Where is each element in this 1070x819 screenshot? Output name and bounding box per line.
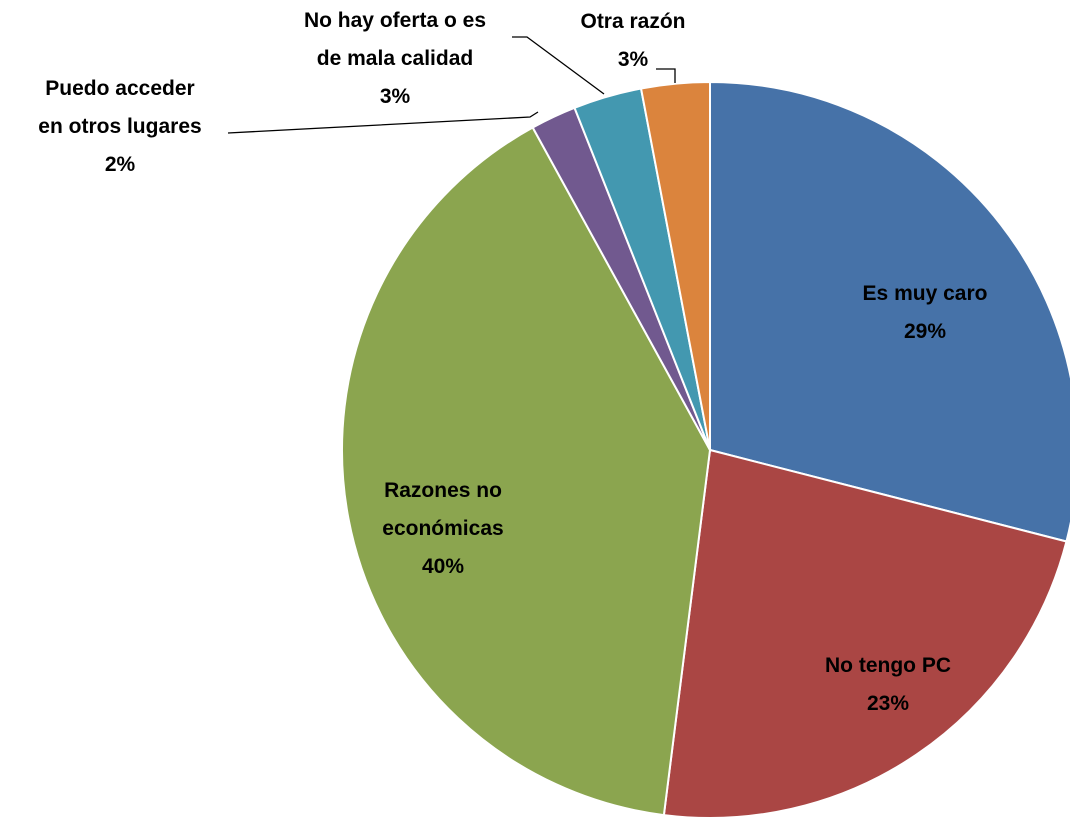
leader-line	[512, 36, 605, 95]
pie-slice	[639, 80, 711, 451]
data-label: Otra razón 3%	[580, 3, 685, 79]
leader-line	[227, 111, 539, 134]
category-label: Razones no económicas	[382, 479, 504, 540]
category-label: No tengo PC	[825, 654, 951, 677]
pie-slice	[341, 126, 712, 817]
pie	[341, 80, 1070, 819]
category-label: Puedo acceder en otros lugares	[38, 77, 202, 138]
category-label: Otra razón	[580, 10, 686, 33]
category-label: Es muy caro	[862, 282, 988, 305]
pie-slice	[709, 80, 1070, 543]
value-label: 29%	[903, 320, 947, 343]
value-label: 3%	[617, 48, 649, 71]
data-label: No tengo PC 23%	[825, 647, 951, 723]
data-label: No hay oferta o es de mala calidad 3%	[270, 2, 520, 116]
value-label: 23%	[866, 692, 910, 715]
data-label: Razones no económicas 40%	[343, 472, 543, 586]
leader-line	[656, 68, 676, 83]
value-label: 3%	[379, 85, 411, 108]
value-label: 2%	[104, 153, 136, 176]
value-label: 40%	[421, 555, 465, 578]
data-label: Es muy caro 29%	[863, 275, 988, 351]
data-label: Puedo acceder en otros lugares 2%	[0, 70, 240, 184]
category-label: No hay oferta o es de mala calidad	[303, 9, 487, 70]
pie-slice	[662, 448, 1068, 819]
